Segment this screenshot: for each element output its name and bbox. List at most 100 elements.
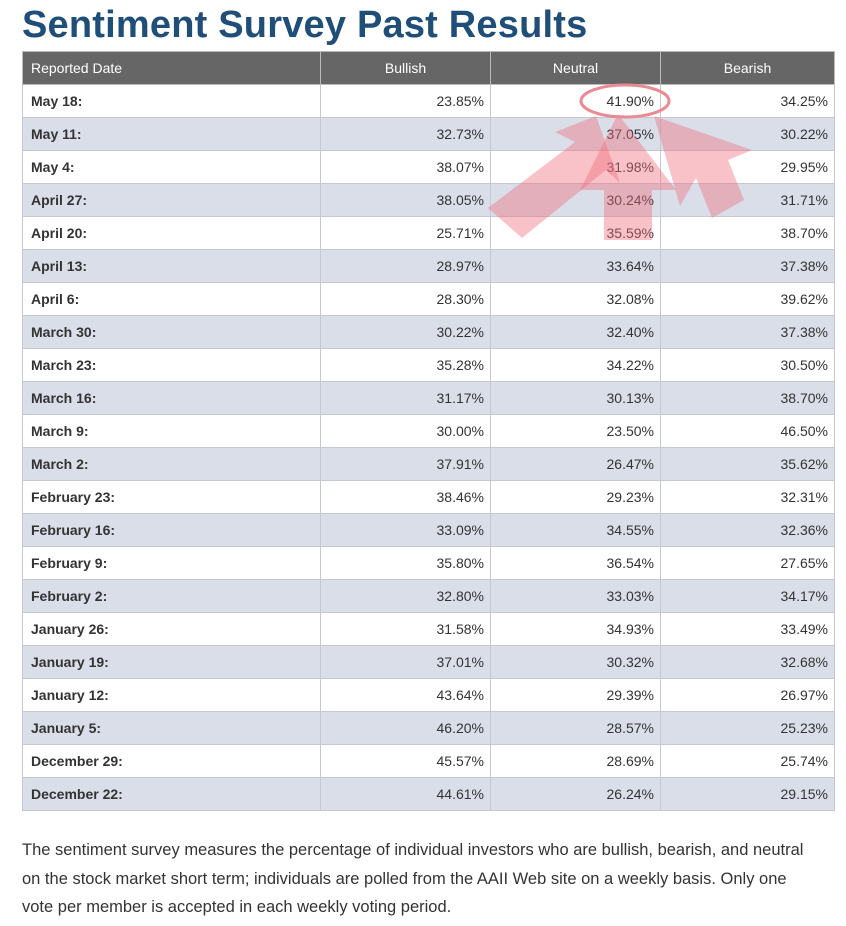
- value-cell: 30.50%: [660, 348, 835, 382]
- value-cell: 33.49%: [660, 612, 835, 646]
- date-cell: January 5:: [22, 711, 321, 745]
- date-cell: April 20:: [22, 216, 321, 250]
- value-cell: 26.47%: [490, 447, 661, 481]
- value-cell: 30.22%: [660, 117, 835, 151]
- value-cell: 34.93%: [490, 612, 661, 646]
- value-cell: 38.70%: [660, 381, 835, 415]
- value-cell: 26.24%: [490, 777, 661, 811]
- table-row: February 16: 33.09% 34.55% 32.36%: [22, 513, 835, 547]
- table-row: March 23: 35.28% 34.22% 30.50%: [22, 348, 835, 382]
- date-cell: May 18:: [22, 84, 321, 118]
- value-cell: 33.03%: [490, 579, 661, 613]
- value-cell: 30.00%: [320, 414, 491, 448]
- date-cell: January 26:: [22, 612, 321, 646]
- date-cell: December 22:: [22, 777, 321, 811]
- value-cell: 35.62%: [660, 447, 835, 481]
- column-header: Bullish: [320, 51, 491, 85]
- table-row: December 22: 44.61% 26.24% 29.15%: [22, 777, 835, 811]
- value-cell: 29.23%: [490, 480, 661, 514]
- column-header: Reported Date: [22, 51, 321, 85]
- date-cell: March 9:: [22, 414, 321, 448]
- value-cell: 38.46%: [320, 480, 491, 514]
- table-row: March 30: 30.22% 32.40% 37.38%: [22, 315, 835, 349]
- value-cell: 29.15%: [660, 777, 835, 811]
- table-row: May 18: 23.85% 41.90% 34.25%: [22, 84, 835, 118]
- value-cell: 23.50%: [490, 414, 661, 448]
- footnote: The sentiment survey measures the percen…: [22, 841, 804, 916]
- value-cell: 32.31%: [660, 480, 835, 514]
- value-cell: 39.62%: [660, 282, 835, 316]
- value-cell: 43.64%: [320, 678, 491, 712]
- value-cell: 44.61%: [320, 777, 491, 811]
- table-row: January 19: 37.01% 30.32% 32.68%: [22, 645, 835, 679]
- table-row: February 23: 38.46% 29.23% 32.31%: [22, 480, 835, 514]
- value-cell: 31.17%: [320, 381, 491, 415]
- value-cell: 26.97%: [660, 678, 835, 712]
- column-header: Neutral: [490, 51, 661, 85]
- value-cell: 33.09%: [320, 513, 491, 547]
- date-cell: February 2:: [22, 579, 321, 613]
- date-cell: May 4:: [22, 150, 321, 184]
- value-cell: 31.98%: [490, 150, 661, 184]
- date-cell: April 6:: [22, 282, 321, 316]
- table-row: March 9: 30.00% 23.50% 46.50%: [22, 414, 835, 448]
- value-cell: 25.23%: [660, 711, 835, 745]
- date-cell: December 29:: [22, 744, 321, 778]
- value-cell: 31.71%: [660, 183, 835, 217]
- table-row: April 27: 38.05% 30.24% 31.71%: [22, 183, 835, 217]
- value-cell: 34.25%: [660, 84, 835, 118]
- table-row: January 26: 31.58% 34.93% 33.49%: [22, 612, 835, 646]
- table-row: January 5: 46.20% 28.57% 25.23%: [22, 711, 835, 745]
- results-table: Reported Date Bullish Neutral Bearish May 1…: [22, 51, 835, 811]
- value-cell: 31.58%: [320, 612, 491, 646]
- value-cell: 27.65%: [660, 546, 835, 580]
- date-cell: February 9:: [22, 546, 321, 580]
- table-body: May 18: 23.85% 41.90% 34.25% May 11: 32.73% 37…: [22, 84, 835, 811]
- table-row: March 2: 37.91% 26.47% 35.62%: [22, 447, 835, 481]
- value-cell: 37.91%: [320, 447, 491, 481]
- value-cell: 28.97%: [320, 249, 491, 283]
- table-row: February 2: 32.80% 33.03% 34.17%: [22, 579, 835, 613]
- value-cell: 32.40%: [490, 315, 661, 349]
- value-cell: 33.64%: [490, 249, 661, 283]
- value-cell: 30.22%: [320, 315, 491, 349]
- date-cell: April 27:: [22, 183, 321, 217]
- value-cell: 46.20%: [320, 711, 491, 745]
- table-row: February 9: 35.80% 36.54% 27.65%: [22, 546, 835, 580]
- page-title: Sentiment Survey Past Results: [22, 4, 588, 46]
- value-cell: 29.95%: [660, 150, 835, 184]
- table-row: May 11: 32.73% 37.05% 30.22%: [22, 117, 835, 151]
- value-cell: 32.80%: [320, 579, 491, 613]
- value-cell: 30.32%: [490, 645, 661, 679]
- value-cell: 38.05%: [320, 183, 491, 217]
- date-cell: February 16:: [22, 513, 321, 547]
- date-cell: March 16:: [22, 381, 321, 415]
- table-row: May 4: 38.07% 31.98% 29.95%: [22, 150, 835, 184]
- value-cell: 30.13%: [490, 381, 661, 415]
- value-cell: 29.39%: [490, 678, 661, 712]
- value-cell: 36.54%: [490, 546, 661, 580]
- table-row: April 6: 28.30% 32.08% 39.62%: [22, 282, 835, 316]
- date-cell: March 23:: [22, 348, 321, 382]
- value-cell: 32.08%: [490, 282, 661, 316]
- value-cell: 35.59%: [490, 216, 661, 250]
- value-cell: 46.50%: [660, 414, 835, 448]
- date-cell: March 30:: [22, 315, 321, 349]
- table-row: March 16: 31.17% 30.13% 38.70%: [22, 381, 835, 415]
- header-row: Reported Date Bullish Neutral Bearish: [22, 51, 835, 85]
- table-row: January 12: 43.64% 29.39% 26.97%: [22, 678, 835, 712]
- value-cell: 37.38%: [660, 315, 835, 349]
- column-header: Bearish: [660, 51, 835, 85]
- value-cell: 34.17%: [660, 579, 835, 613]
- value-cell: 23.85%: [320, 84, 491, 118]
- value-cell: 25.74%: [660, 744, 835, 778]
- table-row: April 20: 25.71% 35.59% 38.70%: [22, 216, 835, 250]
- date-cell: April 13:: [22, 249, 321, 283]
- value-cell: 25.71%: [320, 216, 491, 250]
- value-cell: 37.05%: [490, 117, 661, 151]
- value-cell: 37.01%: [320, 645, 491, 679]
- value-cell: 28.69%: [490, 744, 661, 778]
- date-cell: January 12:: [22, 678, 321, 712]
